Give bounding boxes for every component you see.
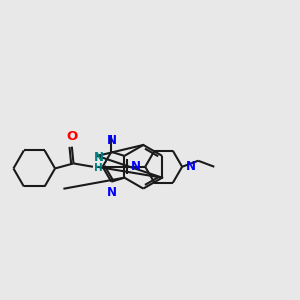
Text: N: N	[131, 160, 141, 173]
Text: N: N	[107, 186, 117, 199]
Text: H: H	[94, 163, 103, 173]
Text: N: N	[107, 134, 117, 148]
Text: N: N	[94, 151, 104, 164]
Text: N: N	[186, 160, 196, 173]
Text: O: O	[66, 130, 77, 142]
